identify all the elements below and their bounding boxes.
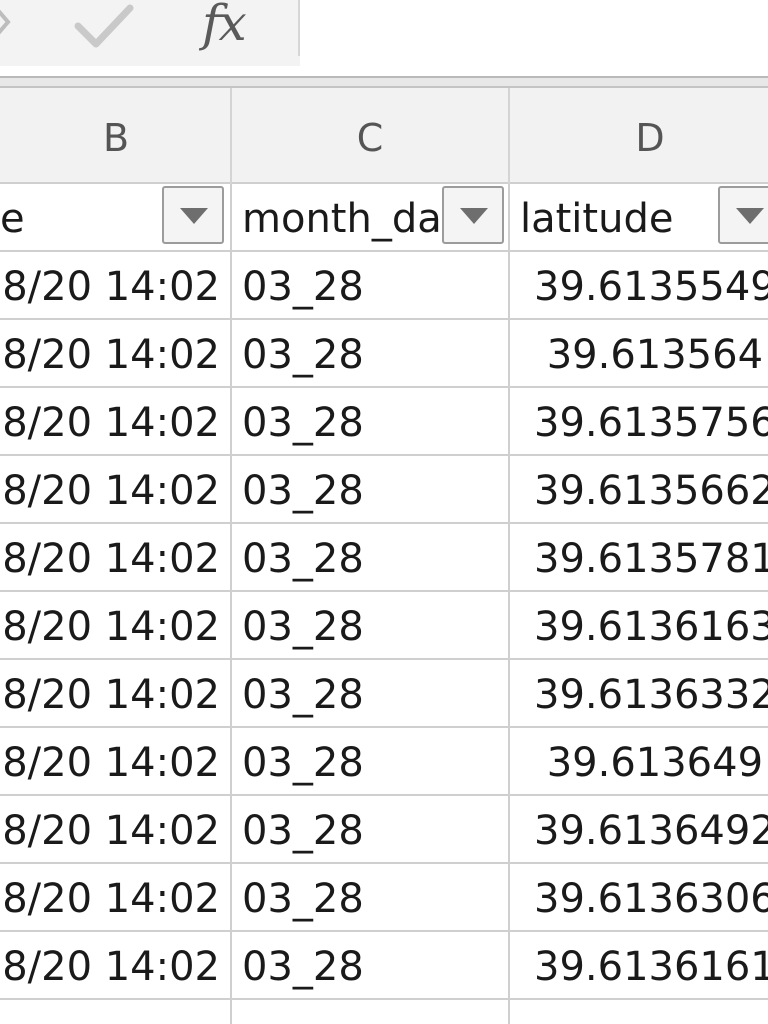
fx-icon[interactable]: fx: [202, 0, 247, 52]
cell-c[interactable]: 03_28: [242, 468, 364, 514]
cell-d[interactable]: 39.6135781: [534, 536, 768, 582]
cell-b[interactable]: 8/20 14:02: [2, 944, 220, 990]
grid-line: [0, 318, 768, 320]
filter-dropdown-button[interactable]: [442, 186, 504, 244]
cell-d[interactable]: 39.6136163: [534, 604, 768, 650]
column-header-d[interactable]: D: [635, 116, 665, 160]
cell-c[interactable]: 03_28: [242, 672, 364, 718]
cell-c[interactable]: 03_28: [242, 264, 364, 310]
cell-c[interactable]: 03_28: [242, 876, 364, 922]
formula-bar-border: [0, 76, 768, 88]
grid-line: [0, 998, 768, 1000]
cell-b[interactable]: 8/20 14:02: [2, 332, 220, 378]
cell-c[interactable]: 03_28: [242, 400, 364, 446]
chevron-down-icon: [736, 208, 764, 224]
grid-line: [0, 658, 768, 660]
cell-d[interactable]: 39.613649: [534, 740, 764, 786]
table-row: 8/20 14:02 03_28 39.613564: [0, 320, 768, 388]
column-header-c[interactable]: C: [356, 116, 384, 160]
grid-line: [0, 726, 768, 728]
column-header-b[interactable]: B: [102, 116, 130, 160]
grid-line: [0, 522, 768, 524]
formula-bar: fx: [0, 0, 768, 66]
cell-c[interactable]: 03_28: [242, 740, 364, 786]
cell-b[interactable]: 8/20 14:02: [2, 536, 220, 582]
cell-b[interactable]: 8/20 14:02: [2, 468, 220, 514]
cell-d[interactable]: 39.6135549: [534, 264, 768, 310]
grid-line: [0, 862, 768, 864]
column-header-bar: B C D: [0, 88, 768, 184]
cell-d[interactable]: 39.6135756: [534, 400, 768, 446]
table-row: 8/20 14:02 03_28 39.6135781: [0, 524, 768, 592]
table-row: 8/20 14:02 03_28 39.6136332: [0, 660, 768, 728]
grid-line: [0, 250, 768, 252]
spreadsheet-grid: e month_da latitude 8/20 14:02 03_28 39.61…: [0, 184, 768, 1024]
formula-input[interactable]: [300, 0, 768, 66]
cell-d[interactable]: 39.6136332: [534, 672, 768, 718]
column-divider[interactable]: [508, 88, 510, 184]
chevron-down-icon: [180, 208, 208, 224]
cell-b[interactable]: 8/20 14:02: [2, 604, 220, 650]
grid-line: [230, 184, 232, 1024]
cell-b[interactable]: 8/20 14:02: [2, 808, 220, 854]
table-row: 8/20 14:02 03_28 39.6135756: [0, 388, 768, 456]
cell-b[interactable]: 8/20 14:02: [2, 740, 220, 786]
cell-c[interactable]: 03_28: [242, 332, 364, 378]
header-cell-b[interactable]: e: [0, 196, 25, 242]
cell-d[interactable]: 39.6136161: [534, 944, 768, 990]
grid-line: [508, 184, 510, 1024]
filter-dropdown-button[interactable]: [162, 186, 224, 244]
header-cell-c[interactable]: month_da: [242, 196, 442, 242]
header-cell-d[interactable]: latitude: [520, 196, 674, 242]
table-row: 8/20 14:02 03_28 39.6135549: [0, 252, 768, 320]
cell-d[interactable]: 39.6135662: [534, 468, 768, 514]
cell-b[interactable]: 8/20 14:02: [2, 400, 220, 446]
table-row: 8/20 14:02 03_28 39.613649: [0, 728, 768, 796]
cell-d[interactable]: 39.6136306: [534, 876, 768, 922]
cell-c[interactable]: 03_28: [242, 944, 364, 990]
table-row: 8/20 14:02 03_28 39.6136163: [0, 592, 768, 660]
chevron-down-icon: [460, 208, 488, 224]
cell-b[interactable]: 8/20 14:02: [2, 264, 220, 310]
filter-dropdown-button[interactable]: [718, 186, 768, 244]
cell-c[interactable]: 03_28: [242, 536, 364, 582]
grid-line: [0, 590, 768, 592]
table-row: 8/20 14:02 03_28 39.6136306: [0, 864, 768, 932]
cell-b[interactable]: 8/20 14:02: [2, 876, 220, 922]
grid-line: [0, 454, 768, 456]
cell-d[interactable]: 39.6136492: [534, 808, 768, 854]
table-row: 8/20 14:02 03_28 39.6136161: [0, 932, 768, 1000]
formula-bar-divider: [298, 0, 300, 56]
column-divider[interactable]: [230, 88, 232, 184]
cell-d[interactable]: 39.613564: [534, 332, 764, 378]
cell-c[interactable]: 03_28: [242, 808, 364, 854]
table-row: 8/20 14:02 03_28 39.6136492: [0, 796, 768, 864]
grid-line: [0, 386, 768, 388]
grid-line: [0, 794, 768, 796]
cancel-icon[interactable]: [0, 2, 14, 42]
grid-line: [0, 930, 768, 932]
cell-b[interactable]: 8/20 14:02: [2, 672, 220, 718]
formula-bar-controls: [0, 0, 300, 66]
cell-c[interactable]: 03_28: [242, 604, 364, 650]
table-header-row: e month_da latitude: [0, 184, 768, 252]
table-row: 8/20 14:02 03_28 39.6135662: [0, 456, 768, 524]
check-icon[interactable]: [72, 2, 136, 50]
